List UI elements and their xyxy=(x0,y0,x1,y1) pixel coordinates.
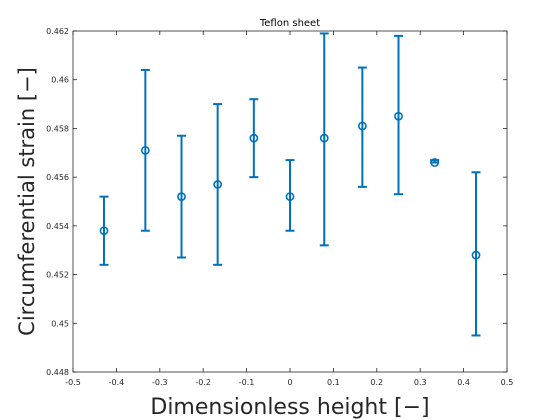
axis-ticks: -0.5 -0.4 -0.3 -0.2 -0.1 0 0.1 0.2 0.3 0.4 0.5 0.44… xyxy=(46,27,513,387)
x-tick-label: 0.3 xyxy=(414,378,427,387)
y-tick-label: 0.454 xyxy=(46,222,69,231)
data-point xyxy=(99,226,109,236)
x-axis-label: Dimensionless height [−] xyxy=(150,395,429,420)
data-point xyxy=(430,158,440,167)
y-tick-label: 0.45 xyxy=(51,319,69,328)
x-tick-label: 0.5 xyxy=(501,378,514,387)
data-point xyxy=(471,250,481,260)
x-tick-label: -0.3 xyxy=(152,378,168,387)
x-tick-label: 0.2 xyxy=(370,378,383,387)
x-tick-label: 0.1 xyxy=(327,378,340,387)
data-point xyxy=(177,192,186,202)
data-marks xyxy=(99,32,481,337)
data-point xyxy=(394,111,403,121)
y-tick-label: 0.448 xyxy=(46,368,69,377)
x-tick-label: 0 xyxy=(287,378,292,387)
x-tick-label: 0.4 xyxy=(457,378,470,387)
x-tick-label: -0.4 xyxy=(109,378,125,387)
data-point xyxy=(319,133,329,143)
y-axis-label: Circumferential strain [−] xyxy=(15,67,39,336)
data-point xyxy=(285,192,295,202)
x-tick-label: -0.5 xyxy=(65,378,81,387)
data-point xyxy=(249,133,259,143)
y-tick-label: 0.456 xyxy=(46,173,69,182)
y-tick-label: 0.462 xyxy=(46,27,69,36)
x-tick-label: -0.2 xyxy=(195,378,211,387)
y-tick-label: 0.452 xyxy=(46,271,69,280)
chart-title: Teflon sheet xyxy=(259,18,320,29)
y-tick-label: 0.46 xyxy=(51,76,69,85)
y-tick-label: 0.458 xyxy=(46,124,69,133)
data-point xyxy=(357,121,367,131)
x-tick-label: -0.1 xyxy=(239,378,255,387)
data-point xyxy=(140,145,150,155)
data-point xyxy=(213,180,223,189)
